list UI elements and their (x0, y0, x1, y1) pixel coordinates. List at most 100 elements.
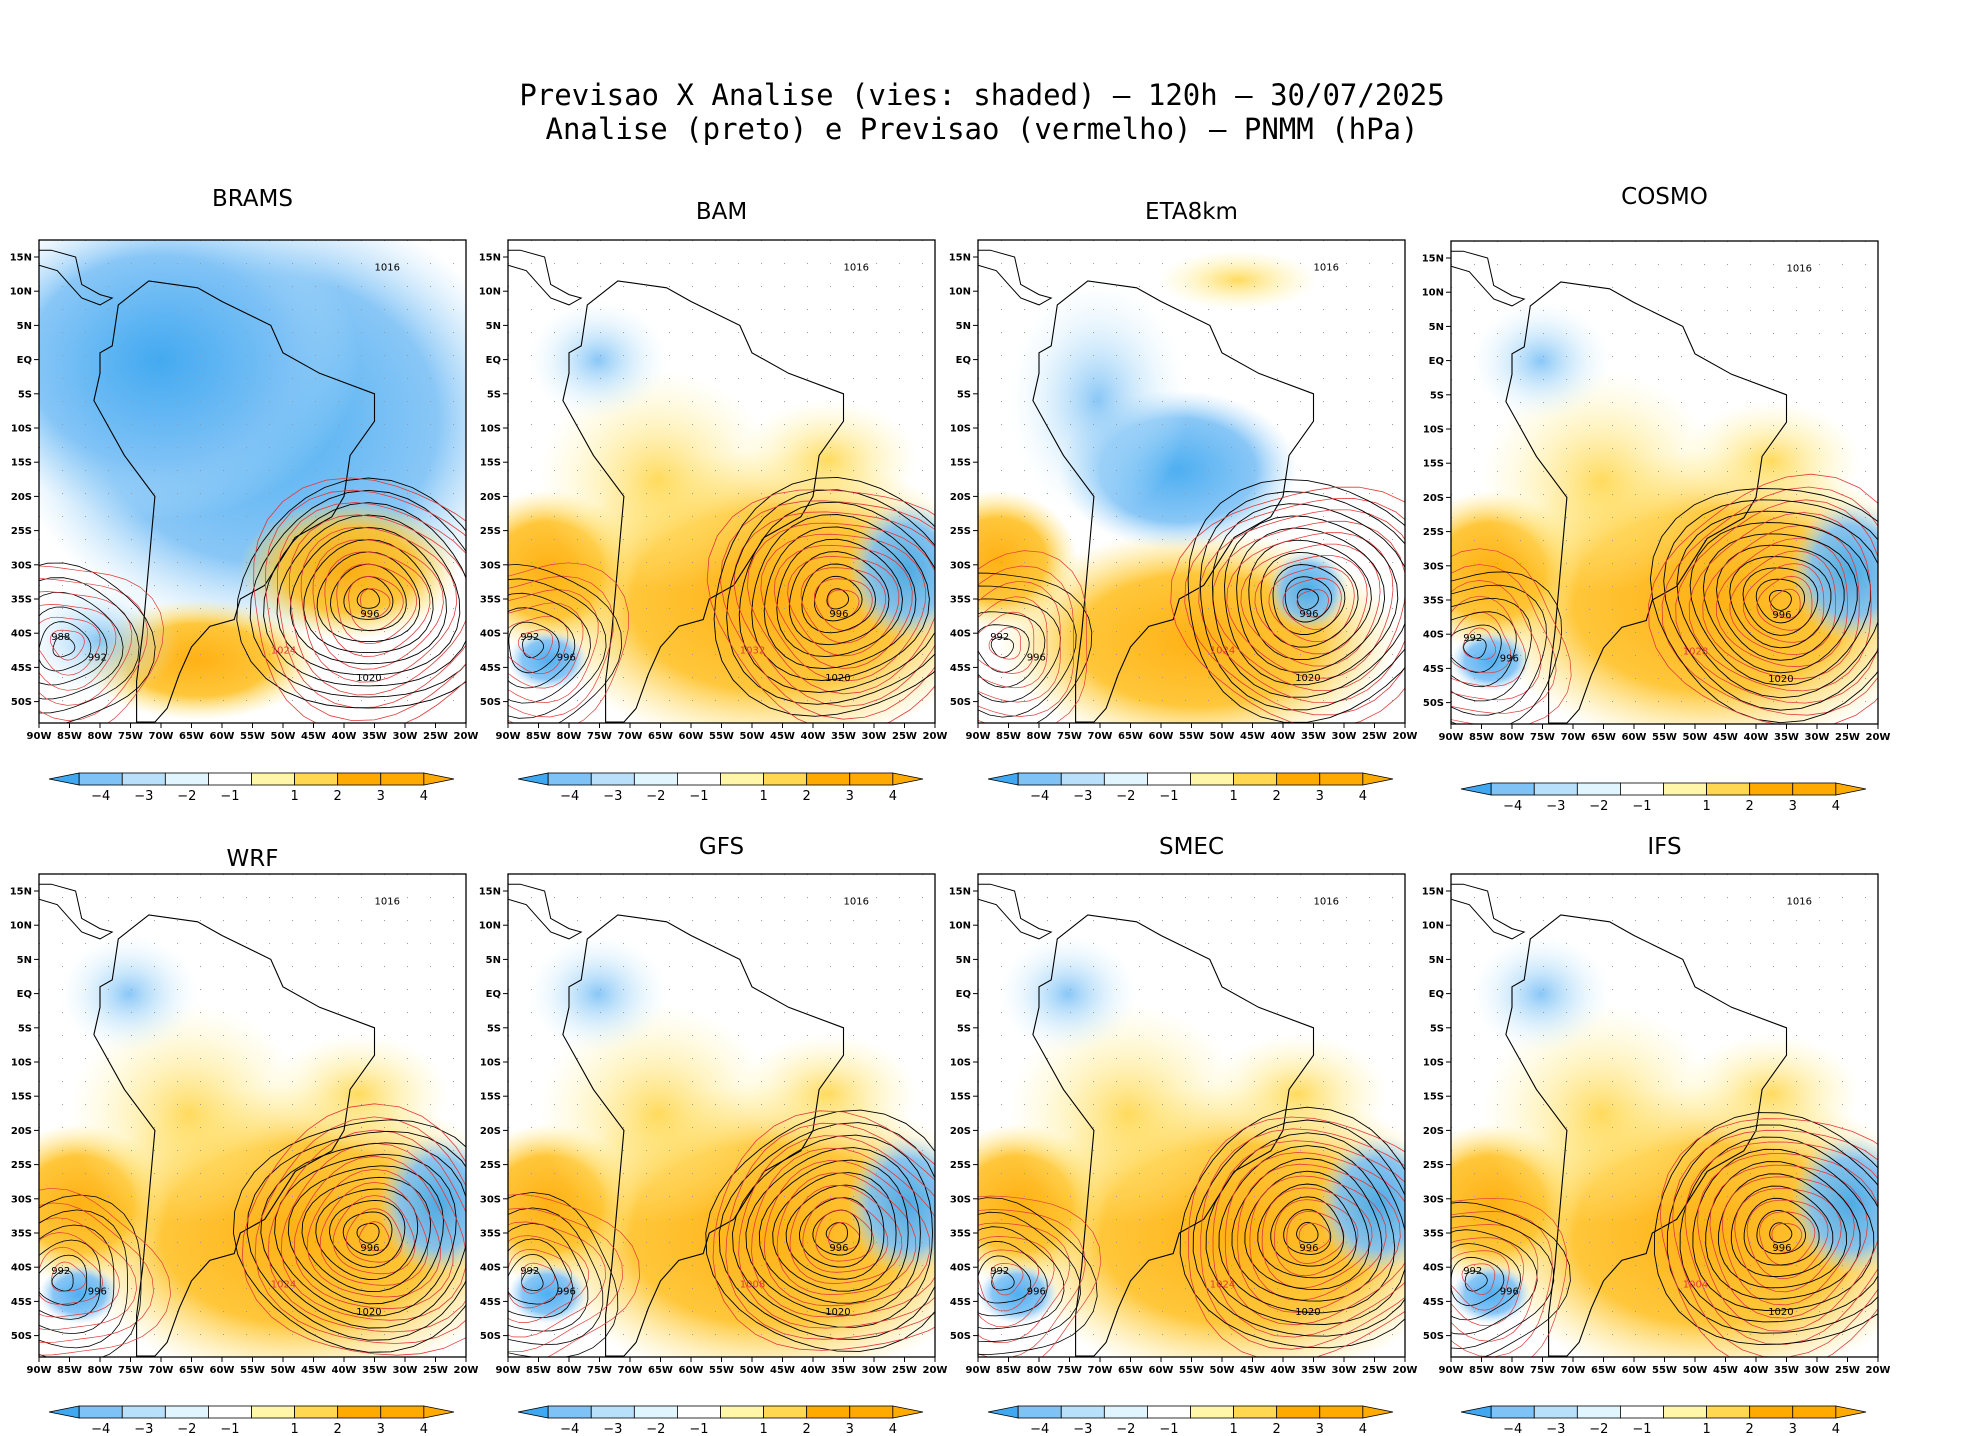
colorbar-label: 3 (1789, 799, 1797, 814)
forecast-isobar (253, 477, 466, 723)
forecast-isobar (1661, 486, 1878, 716)
analysis-isobar (1730, 1185, 1834, 1277)
colorbar-label: 2 (334, 789, 342, 804)
forecast-isobar (1688, 512, 1872, 692)
analysis-isobar (263, 502, 466, 687)
lon-label: 30W (862, 1365, 887, 1376)
lon-label: 40W (801, 731, 826, 742)
forecast-isobar (1224, 1151, 1405, 1326)
lat-label: 15N (10, 253, 32, 264)
lon-label: 20W (1866, 732, 1891, 743)
isobar-label: 1016 (1314, 263, 1339, 274)
forecast-isobar (800, 567, 887, 644)
lon-label: 45W (1240, 731, 1265, 742)
south-america-coastline (1032, 280, 1315, 723)
analysis-isobar (1451, 571, 1563, 724)
forecast-isobar (751, 1147, 935, 1318)
lon-label: 50W (1683, 1365, 1708, 1376)
colorbar-segment (208, 1405, 252, 1419)
colorbar-segment (1663, 782, 1707, 796)
forecast-isobar (978, 550, 1088, 723)
colorbar-label: −4 (560, 789, 579, 804)
lat-label: 15N (1422, 887, 1444, 898)
lon-label: 75W (1057, 731, 1082, 742)
lat-label: 45S (11, 1297, 32, 1308)
analysis-isobar (39, 577, 140, 714)
isobar-label: 996 (1500, 1287, 1519, 1298)
lat-label: 40S (1423, 630, 1444, 641)
lat-label: 5S (487, 1023, 501, 1034)
lat-label: 35S (11, 1229, 32, 1240)
isobar-label: 992 (51, 1266, 70, 1277)
analysis-isobar (1236, 527, 1386, 673)
lat-label: 20S (11, 492, 32, 503)
forecast-isobar (276, 502, 466, 709)
forecast-isobar (746, 522, 935, 695)
colorbar: −4 −3 −2 −1 1 2 3 4 (987, 1405, 1394, 1436)
lon-label: 60W (210, 1365, 235, 1376)
forecast-isobar (789, 1184, 903, 1284)
isobar-label: 992 (520, 1266, 539, 1277)
map-panel-cosmo: COSMO 996 1016 1020 1028 992 996 15N 10N 5N EQ 5S 10… (1422, 184, 1891, 743)
isobar-label: 996 (360, 609, 379, 620)
forecast-isobar (39, 1187, 172, 1356)
colorbar-label: 1 (1702, 799, 1710, 814)
analysis-isobar (51, 1269, 74, 1292)
forecast-isobar (508, 602, 584, 689)
map-content: 996 1016 1020 1008 992 996 (508, 874, 935, 1357)
analysis-isobar (1211, 503, 1405, 698)
lon-label: 20W (923, 731, 948, 742)
colorbar-segment (121, 1405, 166, 1419)
analysis-isobar (825, 1222, 848, 1244)
forecast-isobar (1451, 1224, 1539, 1342)
lat-label: 10S (11, 1058, 32, 1069)
map-content: 996 1016 1020 1004 992 996 (1451, 874, 1878, 1357)
forecast-isobar (508, 1207, 623, 1352)
forecast-isobar (336, 563, 418, 645)
colorbar-segment (547, 1405, 592, 1419)
colorbar-segment (633, 1405, 678, 1419)
lon-label: 20W (454, 731, 479, 742)
lon-label: 40W (1271, 731, 1296, 742)
lat-label: 45S (480, 663, 501, 674)
analysis-isobar (978, 1211, 1082, 1343)
analysis-isobar (508, 592, 591, 704)
lon-label: 60W (679, 731, 704, 742)
lon-label: 45W (770, 1365, 795, 1376)
forecast-isobar (508, 1193, 640, 1357)
analysis-isobar (1768, 590, 1792, 611)
south-america-coastline (93, 914, 376, 1357)
analysis-isobar (1743, 1197, 1820, 1266)
forecast-isobar (1451, 564, 1557, 714)
colorbar-segment (1706, 1405, 1751, 1419)
lon-label: 75W (587, 731, 612, 742)
forecast-isobar (1170, 486, 1405, 723)
isobar-label: 996 (1299, 1243, 1318, 1254)
colorbar-segment (806, 772, 851, 786)
forecast-isobar (1648, 473, 1878, 724)
map-content: 996 1016 1020 1024 992 996 (39, 874, 466, 1357)
analysis-isobar (1224, 515, 1399, 686)
central-america-coastline (508, 249, 583, 306)
panel-title: BAM (696, 199, 747, 225)
lat-label: 15S (950, 1092, 971, 1103)
lon-label: 90W (1439, 732, 1464, 743)
lat-label: 25S (1423, 1160, 1444, 1171)
forecast-isobar (720, 500, 935, 720)
lon-label: 50W (271, 1365, 296, 1376)
colorbar-segment (380, 1405, 425, 1419)
isobar-label: 996 (88, 1287, 107, 1298)
analysis-isobar (751, 514, 930, 681)
analysis-isobar (508, 563, 623, 723)
graticule (39, 874, 466, 1357)
lon-label: 30W (1805, 1365, 1830, 1376)
forecast-isobar (1770, 588, 1801, 619)
analysis-isobar (1464, 1270, 1488, 1292)
colorbar-label: 1 (759, 1422, 767, 1436)
forecast-isobar (1697, 1153, 1878, 1332)
analysis-isobar (1272, 564, 1346, 635)
lat-label: 10S (950, 424, 971, 435)
lon-label: 65W (179, 731, 204, 742)
analysis-isobar (508, 1207, 604, 1346)
analysis-isobar (1702, 533, 1858, 674)
